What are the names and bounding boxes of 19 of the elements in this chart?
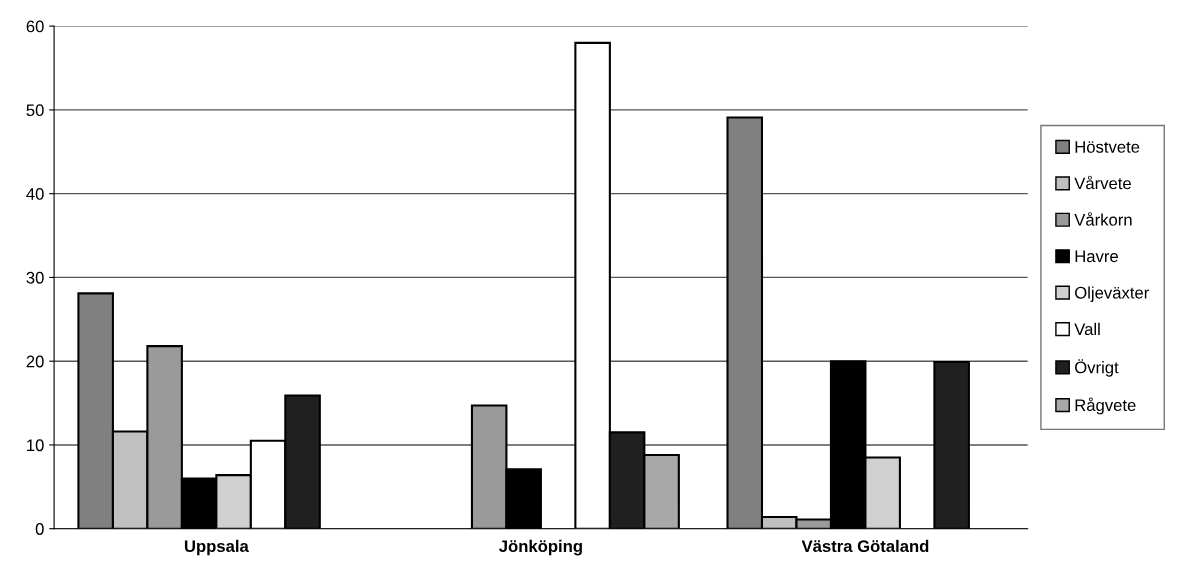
legend-label: Höstvete (1075, 141, 1140, 153)
y-tick-label: 0 (35, 523, 44, 535)
legend-label: Övrigt (1075, 359, 1119, 377)
legend-label: Vårkorn (1074, 212, 1132, 226)
x-tick-label: Jönköping (499, 539, 582, 556)
y-tick-label: 10 (27, 439, 44, 452)
legend-label: Vall (1074, 322, 1100, 336)
y-tick-label: 30 (26, 271, 44, 284)
y-tick-label: 40 (26, 188, 44, 200)
legend-label: Havre (1075, 250, 1118, 263)
bar (933, 360, 970, 529)
x-tick-label: Västra Götaland (801, 539, 929, 553)
legend-label: Oljeväxter (1075, 286, 1149, 302)
y-tick-label: 60 (26, 20, 44, 33)
y-tick-label: 20 (26, 355, 44, 368)
legend-label: Rågvete (1075, 397, 1136, 415)
legend-label: Vårvete (1074, 175, 1131, 190)
y-tick-label: 50 (26, 104, 44, 117)
x-tick-label: Uppsala (184, 539, 249, 556)
